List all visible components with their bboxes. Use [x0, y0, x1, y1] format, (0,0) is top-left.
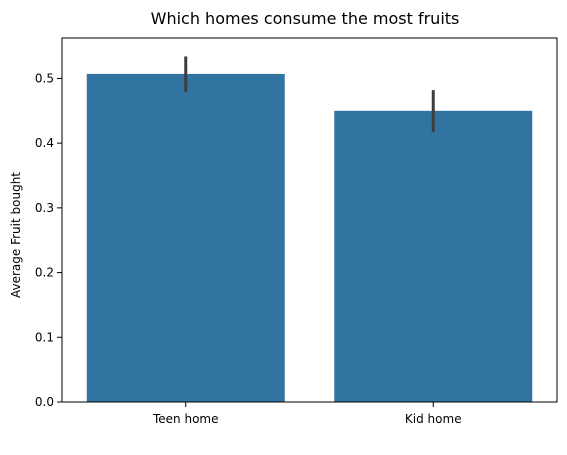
y-tick-label: 0.5: [35, 71, 54, 85]
y-tick-label: 0.4: [35, 136, 54, 150]
y-tick-label: 0.3: [35, 201, 54, 215]
y-tick-label: 0.1: [35, 330, 54, 344]
chart-title: Which homes consume the most fruits: [151, 9, 460, 28]
bar: [334, 110, 533, 403]
bar: [86, 73, 285, 402]
x-tick-label: Teen home: [152, 412, 219, 426]
x-tick-label: Kid home: [405, 412, 462, 426]
y-axis-label: Average Fruit bought: [9, 172, 23, 298]
y-tick-label: 0.2: [35, 266, 54, 280]
plot-area: 0.0 0.1 0.2 0.3 0.4 0.5 Teen home Kid home: [35, 37, 558, 426]
y-tick-label: 0.0: [35, 395, 54, 409]
plot-frame: [61, 37, 558, 403]
